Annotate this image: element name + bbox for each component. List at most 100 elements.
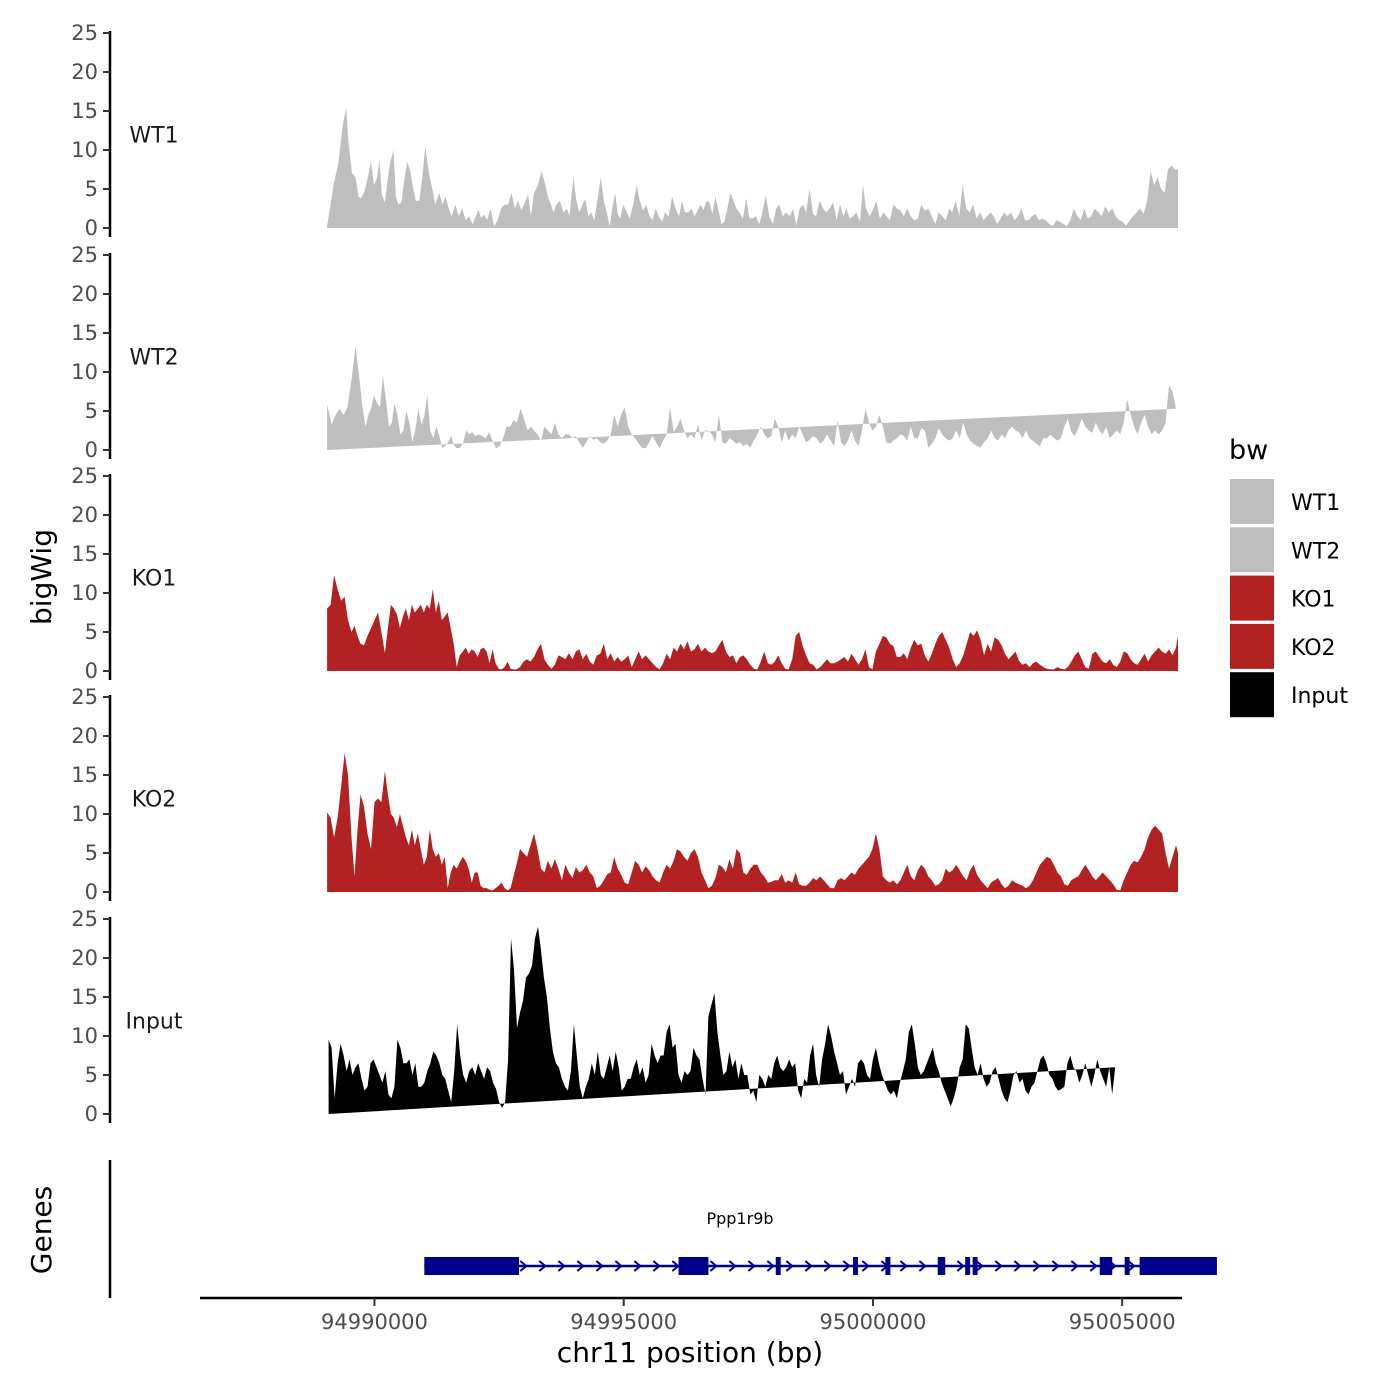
- x-tick-label: 94990000: [321, 1310, 428, 1334]
- signal-area-wt1: [327, 107, 1179, 228]
- strand-arrow: [652, 1260, 661, 1272]
- exon-block: [775, 1257, 781, 1275]
- y-tick-label: 0: [85, 880, 98, 904]
- track-wt1: 0 5 10 15 20 25 WT1: [71, 21, 1179, 240]
- y-tick-label: 25: [71, 21, 98, 45]
- strand-arrow: [994, 1260, 1003, 1272]
- exon-block: [853, 1257, 858, 1275]
- legend-swatch-wt2: [1230, 527, 1274, 573]
- exon-block: [885, 1257, 891, 1275]
- strand-arrow: [785, 1260, 794, 1272]
- exon-block: [937, 1257, 946, 1275]
- y-tick-label: 15: [71, 542, 98, 566]
- signal-tracks: 0510152025WT10510152025WT20510152025KO10…: [71, 21, 1179, 1126]
- exon-block: [965, 1257, 971, 1275]
- track-label-ko1: KO1: [132, 566, 177, 591]
- x-tick-label: 95005000: [1069, 1310, 1176, 1334]
- legend-label-wt2: WT2: [1291, 539, 1340, 564]
- y-tick-label: 5: [85, 620, 98, 644]
- strand-arrow: [766, 1260, 775, 1272]
- strand-arrow: [1070, 1260, 1079, 1272]
- legend-title: bw: [1229, 435, 1268, 466]
- y-tick-label: 25: [71, 907, 98, 931]
- y-tick-label: 20: [71, 946, 98, 970]
- y-tick-label: 15: [71, 985, 98, 1009]
- legend-swatch-input: [1230, 672, 1274, 718]
- track-label-ko2: KO2: [132, 787, 177, 812]
- track-label-wt2: WT2: [129, 345, 178, 370]
- strand-arrow: [671, 1260, 680, 1272]
- strand-arrow: [557, 1260, 566, 1272]
- y-tick-label: 5: [85, 177, 98, 201]
- strand-arrow: [747, 1260, 756, 1272]
- strand-arrow: [899, 1260, 908, 1272]
- legend-swatch-wt1: [1230, 479, 1274, 524]
- legend-label-wt1: WT1: [1291, 491, 1340, 516]
- y-tick-label: 0: [85, 438, 98, 462]
- strand-arrow: [1013, 1260, 1022, 1272]
- strand-arrow: [1032, 1260, 1041, 1272]
- x-tick-label: 94995000: [570, 1310, 677, 1334]
- y-tick-label: 20: [71, 282, 98, 306]
- y-tick-label: 15: [71, 321, 98, 345]
- y-tick-label: 20: [71, 503, 98, 527]
- exon-block: [424, 1257, 520, 1275]
- strand-arrow: [1127, 1260, 1136, 1272]
- y-tick-label: 0: [85, 216, 98, 240]
- y-axis-title: bigWig: [25, 529, 58, 625]
- strand-arrow: [842, 1260, 851, 1272]
- gene-track-title: Genes: [25, 1186, 58, 1274]
- track-input: 0 5 10 15 20 25 Input: [71, 907, 1116, 1126]
- strand-arrow: [804, 1260, 813, 1272]
- exon-block: [1124, 1257, 1130, 1275]
- y-tick-label: 25: [71, 243, 98, 267]
- y-tick-label: 15: [71, 99, 98, 123]
- y-tick-label: 10: [71, 138, 98, 162]
- legend-swatch-ko1: [1230, 575, 1274, 621]
- legend: bw WT1 WT2 KO1 KO2 Input: [1229, 435, 1348, 718]
- y-tick-label: 20: [71, 60, 98, 84]
- strand-arrow: [956, 1260, 965, 1272]
- y-tick-label: 10: [71, 802, 98, 826]
- y-tick-label: 10: [71, 360, 98, 384]
- x-axis: 94990000 94995000 95000000 95005000: [200, 1296, 1182, 1334]
- y-tick-label: 5: [85, 841, 98, 865]
- signal-area-input: [328, 926, 1116, 1114]
- y-tick-label: 5: [85, 399, 98, 423]
- y-tick-label: 10: [71, 581, 98, 605]
- track-ko1: 0 5 10 15 20 25 KO1: [71, 464, 1179, 683]
- strand-arrow: [576, 1260, 585, 1272]
- y-tick-label: 10: [71, 1024, 98, 1048]
- exon-block: [1099, 1257, 1113, 1275]
- y-tick-label: 25: [71, 685, 98, 709]
- strand-arrow: [1089, 1260, 1098, 1272]
- y-tick-label: 0: [85, 1102, 98, 1126]
- track-label-wt1: WT1: [129, 123, 178, 148]
- y-tick-label: 5: [85, 1063, 98, 1087]
- strand-arrow: [975, 1260, 984, 1272]
- strand-arrow: [861, 1260, 870, 1272]
- track-ko2: 0 5 10 15 20 25 KO2: [71, 685, 1179, 904]
- legend-label-input: Input: [1291, 684, 1348, 709]
- strand-arrow: [709, 1260, 718, 1272]
- y-tick-label: 0: [85, 659, 98, 683]
- x-axis-title: chr11 position (bp): [557, 1336, 823, 1369]
- legend-swatch-ko2: [1230, 623, 1274, 669]
- y-tick-label: 15: [71, 763, 98, 787]
- signal-area-ko1: [327, 575, 1179, 671]
- track-wt2: 0 5 10 15 20 25 WT2: [71, 243, 1177, 462]
- signal-area-ko2: [327, 753, 1179, 892]
- y-tick-label: 25: [71, 464, 98, 488]
- strand-arrow: [1051, 1260, 1060, 1272]
- y-tick-label: 20: [71, 724, 98, 748]
- strand-arrow: [614, 1260, 623, 1272]
- strand-arrow: [595, 1260, 604, 1272]
- exon-block: [678, 1257, 709, 1275]
- strand-arrow: [519, 1260, 528, 1272]
- gene-name-label: Ppp1r9b: [706, 1209, 773, 1228]
- gene-track: [108, 1160, 1217, 1298]
- strand-arrow: [633, 1260, 642, 1272]
- exon-block: [972, 1257, 978, 1275]
- signal-area-wt2: [327, 346, 1177, 450]
